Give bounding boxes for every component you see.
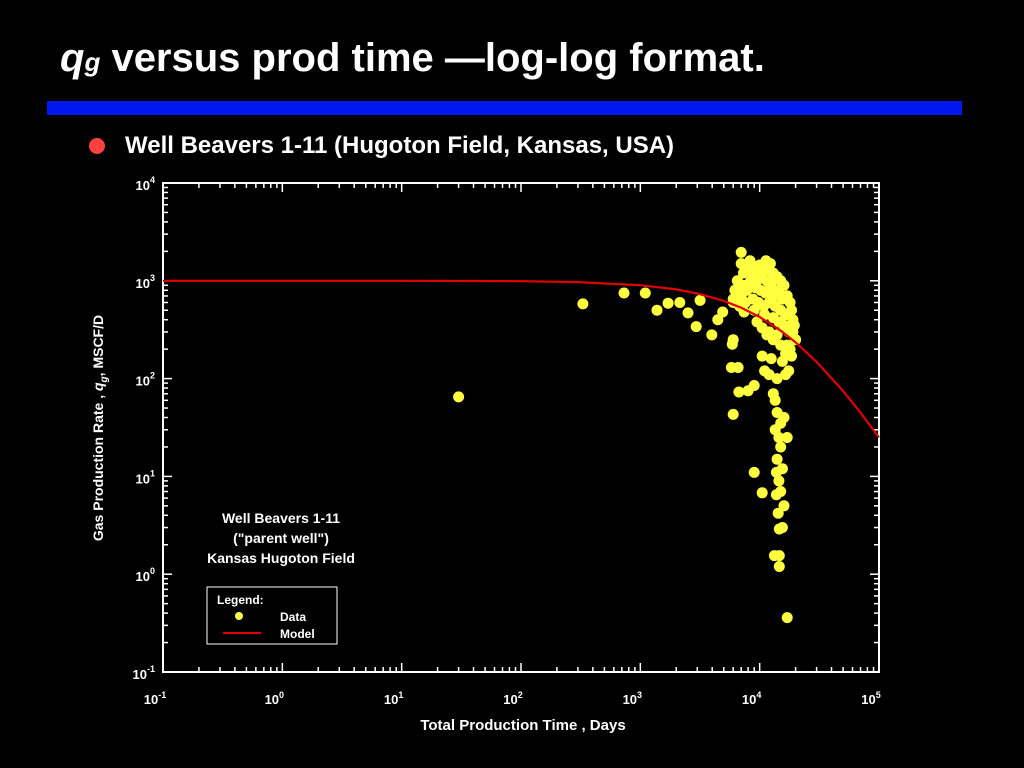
data-point — [577, 298, 589, 310]
data-point — [748, 466, 760, 478]
annotation-line-1: Well Beavers 1-11 — [222, 510, 340, 526]
data-point — [639, 287, 651, 299]
annotation-line-2: ("parent well") — [233, 530, 329, 546]
y-label-pre: Gas Production Rate , — [90, 391, 106, 541]
x-tick-label: 100 — [265, 690, 284, 707]
data-point — [773, 475, 785, 487]
data-marks — [163, 246, 880, 624]
data-point — [778, 500, 790, 512]
data-point — [778, 412, 790, 423]
annotation-line-3: Kansas Hugoton Field — [207, 550, 355, 566]
y-tick-label: 103 — [136, 273, 155, 291]
data-point — [773, 432, 785, 443]
data-point — [771, 329, 783, 341]
data-point — [781, 612, 793, 624]
data-point — [781, 432, 793, 443]
data-point — [772, 507, 784, 519]
data-point — [776, 522, 788, 533]
data-point — [761, 329, 773, 341]
data-point — [790, 334, 802, 346]
data-point — [773, 561, 785, 572]
data-point — [773, 284, 785, 296]
title-g-subscript: g — [84, 47, 101, 77]
data-point — [694, 294, 706, 306]
data-point — [733, 386, 745, 398]
data-point — [726, 338, 738, 350]
data-point — [764, 258, 776, 270]
title-underline-bar — [47, 101, 962, 115]
data-point — [731, 275, 743, 287]
title-q: q — [60, 36, 85, 80]
y-tick-label: 104 — [136, 175, 155, 193]
y-label-g: g — [99, 376, 110, 383]
x-axis-label: Total Production Time , Days — [420, 717, 625, 734]
data-point — [729, 284, 741, 296]
x-tick-label: 105 — [861, 690, 880, 707]
x-tick-label: 10-1 — [144, 690, 166, 707]
data-point — [727, 293, 739, 305]
data-point — [776, 355, 788, 367]
data-point — [748, 380, 760, 391]
tick-labels: 10-1 100 101 102 103 104 105 10-1 100 101 102 103 10… — [133, 175, 881, 707]
data-point — [783, 365, 795, 377]
slide-title: qg versus prod time —log-log format. — [60, 36, 765, 81]
data-point — [776, 463, 788, 475]
data-point — [651, 304, 663, 316]
legend-data-label: Data — [280, 610, 306, 624]
data-point — [717, 306, 729, 318]
y-tick-label: 10-1 — [133, 664, 155, 682]
data-point — [765, 353, 777, 365]
data-point — [706, 329, 718, 341]
data-point — [755, 267, 767, 279]
y-tick-label: 100 — [136, 566, 155, 584]
data-point — [682, 307, 694, 319]
data-point — [756, 487, 768, 499]
legend: Legend: Data Model — [206, 586, 338, 645]
y-label-post: , MSCF/D — [90, 315, 106, 376]
y-tick-label: 102 — [136, 371, 155, 389]
data-point — [786, 350, 797, 362]
y-tick-label: 101 — [136, 468, 155, 486]
y-label-q: q — [90, 382, 106, 391]
data-point — [786, 304, 797, 316]
bullet-text: Well Beavers 1-11 (Hugoton Field, Kansas… — [125, 132, 675, 159]
data-point — [690, 321, 702, 333]
data-point — [453, 391, 465, 403]
x-tick-label: 104 — [742, 690, 761, 707]
data-point — [769, 394, 781, 406]
data-point — [744, 255, 756, 267]
x-tick-label: 103 — [623, 690, 642, 707]
data-point — [788, 319, 800, 331]
data-point — [756, 350, 768, 362]
legend-model-label: Model — [280, 627, 315, 641]
legend-box — [206, 586, 338, 645]
data-point — [735, 246, 747, 258]
data-point — [775, 441, 787, 453]
data-point — [771, 453, 783, 465]
title-text: versus prod time —log-log format. — [100, 36, 765, 80]
legend-title: Legend: — [217, 593, 264, 607]
data-point — [727, 408, 739, 420]
data-point — [773, 550, 785, 562]
data-point — [737, 267, 749, 279]
data-point — [732, 362, 744, 373]
model-curve — [163, 279, 880, 439]
data-point — [775, 486, 787, 497]
x-tick-label: 101 — [384, 690, 403, 707]
data-point — [771, 373, 783, 385]
data-point — [662, 297, 674, 309]
legend-data-marker — [235, 612, 243, 620]
y-axis-label: Gas Production Rate , qg, MSCF/D — [90, 315, 110, 541]
x-tick-label: 102 — [503, 690, 522, 707]
bullet-icon — [89, 138, 105, 154]
data-point — [618, 287, 630, 299]
data-point — [764, 282, 776, 294]
data-point — [738, 306, 750, 318]
data-point — [674, 297, 686, 308]
